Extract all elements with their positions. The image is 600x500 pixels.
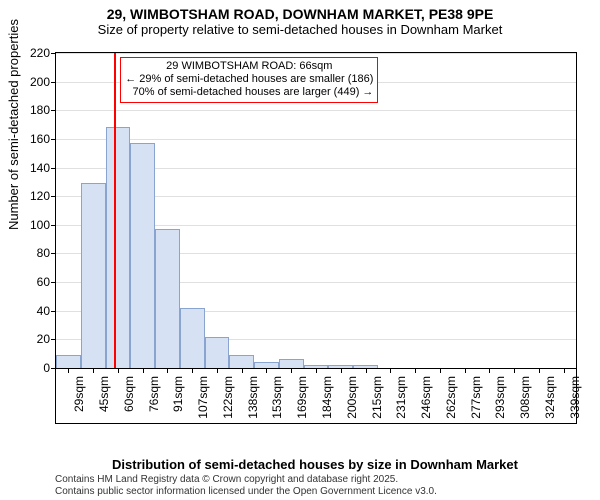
y-tick [51, 225, 56, 226]
x-tick [564, 368, 565, 373]
x-tick [390, 368, 391, 373]
x-tick-label: 293sqm [493, 376, 507, 426]
x-tick [539, 368, 540, 373]
footer-line1: Contains HM Land Registry data © Crown c… [55, 474, 437, 486]
y-tick-label: 180 [18, 103, 50, 117]
x-tick-label: 60sqm [122, 376, 136, 426]
y-tick [51, 82, 56, 83]
x-tick [93, 368, 94, 373]
x-tick-label: 215sqm [370, 376, 384, 426]
x-tick [465, 368, 466, 373]
x-tick [266, 368, 267, 373]
x-tick [242, 368, 243, 373]
annotation-line3: 70% of semi-detached houses are larger (… [125, 86, 373, 99]
y-tick [51, 196, 56, 197]
x-tick [440, 368, 441, 373]
x-tick-label: 107sqm [196, 376, 210, 426]
y-tick-label: 20 [18, 332, 50, 346]
y-tick-label: 80 [18, 246, 50, 260]
y-tick-label: 40 [18, 304, 50, 318]
footer-line2: Contains public sector information licen… [55, 486, 437, 498]
y-tick-label: 60 [18, 275, 50, 289]
x-tick [167, 368, 168, 373]
annotation-line1: 29 WIMBOTSHAM ROAD: 66sqm [125, 60, 373, 73]
x-axis-label: Distribution of semi-detached houses by … [55, 457, 575, 472]
histogram-bar [106, 127, 131, 368]
y-tick [51, 168, 56, 169]
y-tick-label: 120 [18, 189, 50, 203]
histogram-bar [205, 337, 230, 369]
x-tick [291, 368, 292, 373]
y-tick-label: 160 [18, 132, 50, 146]
y-tick-label: 200 [18, 75, 50, 89]
x-tick [489, 368, 490, 373]
y-tick-label: 220 [18, 46, 50, 60]
x-tick-label: 76sqm [147, 376, 161, 426]
x-tick-label: 246sqm [419, 376, 433, 426]
histogram-bar [155, 229, 180, 368]
x-tick-label: 122sqm [221, 376, 235, 426]
gridline [56, 110, 576, 111]
property-marker-line [114, 53, 116, 368]
y-tick-label: 140 [18, 161, 50, 175]
chart-title: 29, WIMBOTSHAM ROAD, DOWNHAM MARKET, PE3… [0, 0, 600, 22]
histogram-bar [56, 355, 81, 368]
chart-subtitle: Size of property relative to semi-detach… [0, 22, 600, 41]
y-tick [51, 339, 56, 340]
x-tick [366, 368, 367, 373]
chart-plot-area: 02040608010012014016018020022029sqm45sqm… [55, 52, 577, 424]
chart-container: 29, WIMBOTSHAM ROAD, DOWNHAM MARKET, PE3… [0, 0, 600, 500]
histogram-bar [81, 183, 106, 368]
y-tick-label: 100 [18, 218, 50, 232]
gridline [56, 53, 576, 54]
x-tick-label: 262sqm [444, 376, 458, 426]
x-tick [316, 368, 317, 373]
x-tick-label: 169sqm [295, 376, 309, 426]
x-tick [341, 368, 342, 373]
x-tick [143, 368, 144, 373]
y-tick [51, 253, 56, 254]
y-tick [51, 110, 56, 111]
annotation-line2: ← 29% of semi-detached houses are smalle… [125, 73, 373, 86]
x-tick [68, 368, 69, 373]
y-tick [51, 53, 56, 54]
histogram-bar [130, 143, 155, 368]
x-tick [514, 368, 515, 373]
x-tick-label: 324sqm [543, 376, 557, 426]
y-tick [51, 282, 56, 283]
histogram-bar [180, 308, 205, 368]
x-tick [415, 368, 416, 373]
x-tick-label: 200sqm [345, 376, 359, 426]
x-tick-label: 308sqm [518, 376, 532, 426]
x-tick-label: 45sqm [97, 376, 111, 426]
x-tick-label: 277sqm [469, 376, 483, 426]
x-tick-label: 231sqm [394, 376, 408, 426]
x-tick-label: 138sqm [246, 376, 260, 426]
y-tick-label: 0 [18, 361, 50, 375]
x-tick-label: 153sqm [270, 376, 284, 426]
gridline [56, 139, 576, 140]
y-tick [51, 139, 56, 140]
histogram-bar [229, 355, 254, 368]
x-tick-label: 91sqm [171, 376, 185, 426]
histogram-bar [279, 359, 304, 368]
x-tick [118, 368, 119, 373]
y-tick [51, 311, 56, 312]
x-tick [192, 368, 193, 373]
annotation-box: 29 WIMBOTSHAM ROAD: 66sqm← 29% of semi-d… [120, 57, 378, 103]
footer-attribution: Contains HM Land Registry data © Crown c… [55, 474, 437, 498]
x-tick-label: 339sqm [568, 376, 582, 426]
x-tick-label: 29sqm [72, 376, 86, 426]
x-tick [217, 368, 218, 373]
x-tick-label: 184sqm [320, 376, 334, 426]
